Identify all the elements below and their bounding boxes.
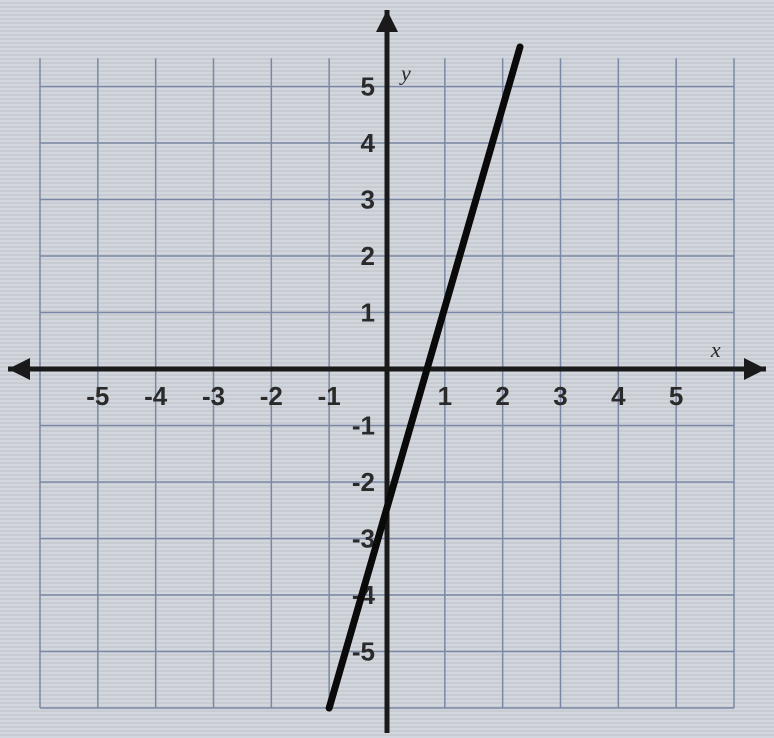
svg-text:5: 5 (361, 72, 375, 102)
coordinate-plane-chart: -5-4-3-2-112345-5-4-3-2-112345yx (0, 0, 774, 738)
svg-text:-5: -5 (86, 381, 109, 411)
svg-text:1: 1 (361, 298, 375, 328)
svg-text:x: x (710, 337, 721, 362)
svg-text:2: 2 (361, 241, 375, 271)
svg-text:1: 1 (438, 381, 452, 411)
svg-text:-1: -1 (352, 411, 375, 441)
svg-text:4: 4 (611, 381, 626, 411)
svg-text:-3: -3 (202, 381, 225, 411)
svg-text:5: 5 (669, 381, 683, 411)
svg-text:-4: -4 (144, 381, 168, 411)
svg-text:-5: -5 (352, 637, 375, 667)
svg-text:-2: -2 (352, 467, 375, 497)
svg-text:2: 2 (495, 381, 509, 411)
svg-text:3: 3 (553, 381, 567, 411)
svg-text:y: y (399, 61, 411, 86)
svg-text:-2: -2 (260, 381, 283, 411)
chart-svg: -5-4-3-2-112345-5-4-3-2-112345yx (0, 0, 774, 738)
svg-text:-1: -1 (318, 381, 341, 411)
svg-text:3: 3 (361, 185, 375, 215)
svg-text:4: 4 (361, 128, 376, 158)
